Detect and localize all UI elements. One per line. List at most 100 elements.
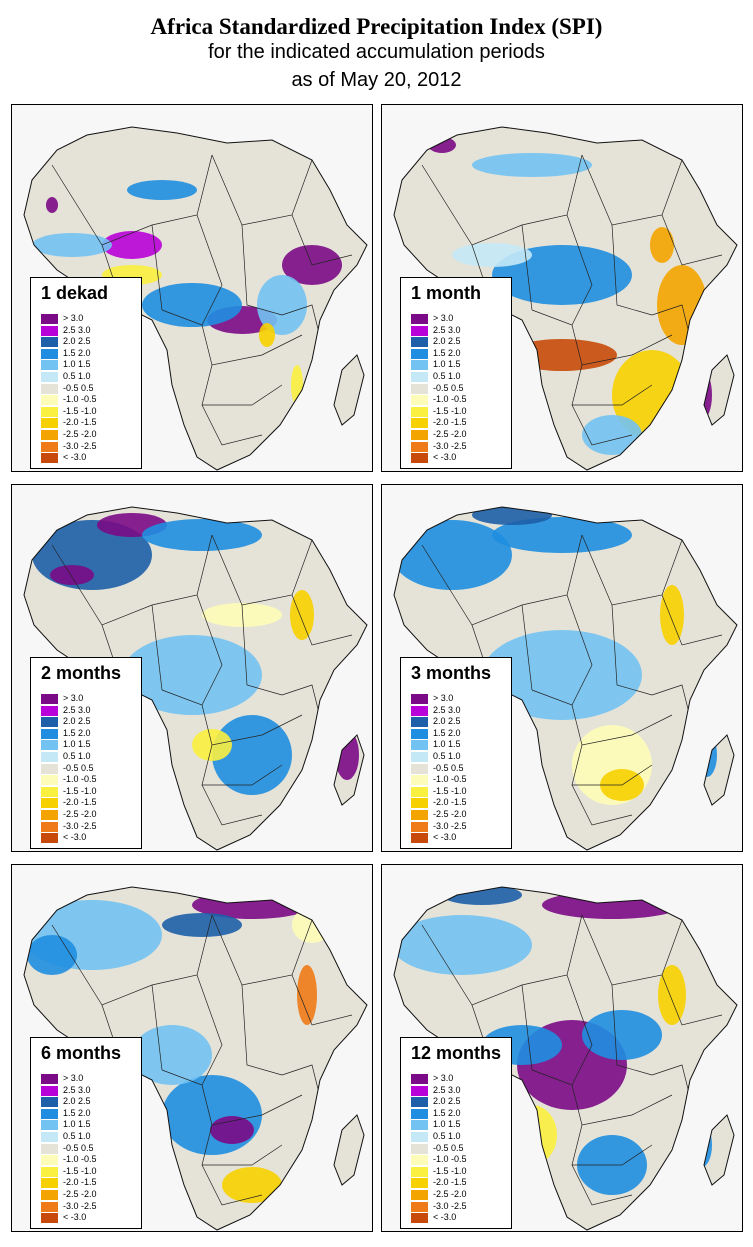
legend-swatch — [41, 406, 58, 417]
legend-range-label: 1.0 1.5 — [433, 1119, 461, 1130]
legend-swatch — [411, 1201, 428, 1212]
spi-anomaly-area — [650, 227, 674, 263]
spi-anomaly-area — [46, 197, 58, 213]
legend-range-label: < -3.0 — [433, 452, 457, 463]
spi-legend: 6 months > 3.0 2.5 3.0 2.0 2.5 1.5 2.0 1.0 1… — [30, 1037, 142, 1229]
country-border — [611, 224, 653, 316]
country-border — [211, 534, 313, 606]
legend-range-label: 2.0 2.5 — [63, 716, 91, 727]
legend-range-label: 2.0 2.5 — [433, 1096, 461, 1107]
map-subtitle: for the indicated accumulation periods — [208, 41, 545, 63]
spi-anomaly-area — [257, 275, 307, 335]
legend-swatch — [41, 810, 58, 820]
legend-swatch — [411, 395, 428, 406]
legend-swatch — [41, 1213, 58, 1224]
legend-swatch — [41, 740, 58, 751]
legend-range-label: 2.0 2.5 — [433, 336, 461, 347]
legend-range-label: 0.5 1.0 — [63, 1131, 91, 1141]
spi-map-panel: 3 months > 3.0 2.5 3.0 2.0 2.5 1.5 2.0 1.0 1… — [381, 484, 743, 852]
spi-anomaly-area — [507, 1105, 557, 1165]
legend-range-label: -2.5 -2.0 — [433, 1189, 467, 1199]
legend-swatch — [41, 694, 58, 704]
country-border — [661, 594, 723, 646]
spi-anomaly-area — [212, 715, 292, 795]
legend-range-label: -3.0 -2.5 — [63, 820, 97, 831]
legend-swatch — [411, 763, 428, 774]
spi-anomaly-area — [132, 1025, 212, 1085]
spi-anomaly-area — [482, 630, 642, 720]
legend-swatch — [41, 1166, 58, 1177]
accumulation-period-label: 6 months — [41, 1043, 122, 1063]
legend-range-label: > 3.0 — [433, 693, 454, 703]
spi-anomaly-area — [292, 907, 332, 943]
legend-range-label: 1.5 2.0 — [63, 727, 91, 738]
legend-swatch — [411, 337, 428, 348]
legend-swatch — [41, 1085, 58, 1096]
legend-swatch — [41, 821, 58, 832]
legend-swatch — [411, 1132, 428, 1142]
legend-range-label: 1.5 2.0 — [63, 1107, 91, 1118]
spi-anomaly-area — [492, 517, 632, 553]
legend-range-label: 0.5 1.0 — [63, 751, 91, 761]
legend-swatch — [411, 1213, 428, 1224]
legend-range-label: -1.0 -0.5 — [63, 774, 97, 785]
country-border — [201, 784, 263, 826]
legend-range-label: 1.0 1.5 — [63, 739, 91, 750]
legend-range-label: -2.5 -2.0 — [63, 1189, 97, 1199]
spi-legend: 1 month > 3.0 2.5 3.0 2.0 2.5 1.5 2.0 1.0 1.… — [400, 277, 512, 469]
legend-range-label: 2.0 2.5 — [433, 716, 461, 727]
country-border — [571, 744, 653, 786]
spi-anomaly-area — [210, 1116, 254, 1144]
legend-range-label: 2.5 3.0 — [63, 324, 91, 335]
legend-range-label: -1.0 -0.5 — [433, 1154, 467, 1165]
legend-swatch — [411, 833, 428, 844]
legend-swatch — [41, 430, 58, 440]
africa-map — [393, 506, 738, 851]
legend-range-label: -0.5 0.5 — [63, 1142, 94, 1153]
legend-range-label: -1.5 -1.0 — [63, 1165, 97, 1176]
country-border — [201, 364, 283, 406]
legend-swatch — [41, 1097, 58, 1108]
legend-swatch — [41, 348, 58, 359]
legend-swatch — [41, 833, 58, 844]
legend-range-label: -1.5 -1.0 — [63, 405, 97, 416]
spi-anomaly-area — [394, 915, 532, 975]
country-border — [566, 594, 593, 706]
legend-range-label: -2.5 -2.0 — [63, 429, 97, 439]
country-border — [521, 984, 533, 1071]
legend-swatch — [411, 810, 428, 820]
spi-anomaly-area — [162, 1075, 262, 1155]
legend-range-label: 2.5 3.0 — [63, 1084, 91, 1095]
accumulation-period-label: 3 months — [411, 663, 492, 683]
spi-map-panel: 1 month > 3.0 2.5 3.0 2.0 2.5 1.5 2.0 1.0 1.… — [381, 104, 743, 472]
legend-range-label: -2.5 -2.0 — [433, 809, 467, 819]
legend-swatch — [411, 705, 428, 716]
legend-swatch — [41, 763, 58, 774]
country-border — [196, 594, 223, 706]
legend-range-label: -1.0 -0.5 — [433, 774, 467, 785]
spi-anomaly-area — [222, 1167, 282, 1203]
legend-range-label: -1.5 -1.0 — [63, 785, 97, 796]
spi-anomaly-area — [394, 520, 512, 590]
legend-range-label: < -3.0 — [433, 832, 457, 843]
spi-map-panel: 2 months > 3.0 2.5 3.0 2.0 2.5 1.5 2.0 1.0 1… — [11, 484, 373, 852]
legend-range-label: 0.5 1.0 — [433, 751, 461, 761]
legend-swatch — [41, 775, 58, 786]
country-border — [581, 154, 683, 226]
country-border — [211, 154, 313, 226]
spi-legend: 12 months > 3.0 2.5 3.0 2.0 2.5 1.5 2.0 1.0 … — [400, 1037, 512, 1229]
legend-range-label: -2.0 -1.5 — [433, 797, 467, 808]
spi-anomaly-area — [291, 365, 303, 405]
spi-anomaly-area — [142, 283, 242, 327]
legend-swatch — [41, 717, 58, 728]
legend-swatch — [41, 752, 58, 762]
legend-swatch — [41, 337, 58, 348]
spi-anomaly-area — [142, 519, 262, 551]
country-border — [201, 404, 263, 446]
country-border — [201, 1124, 283, 1166]
legend-range-label: > 3.0 — [63, 1073, 84, 1083]
spi-anomaly-area — [507, 339, 617, 371]
legend-range-label: -2.0 -1.5 — [433, 1177, 467, 1188]
country-border — [571, 404, 633, 446]
legend-range-label: -0.5 0.5 — [433, 1142, 464, 1153]
